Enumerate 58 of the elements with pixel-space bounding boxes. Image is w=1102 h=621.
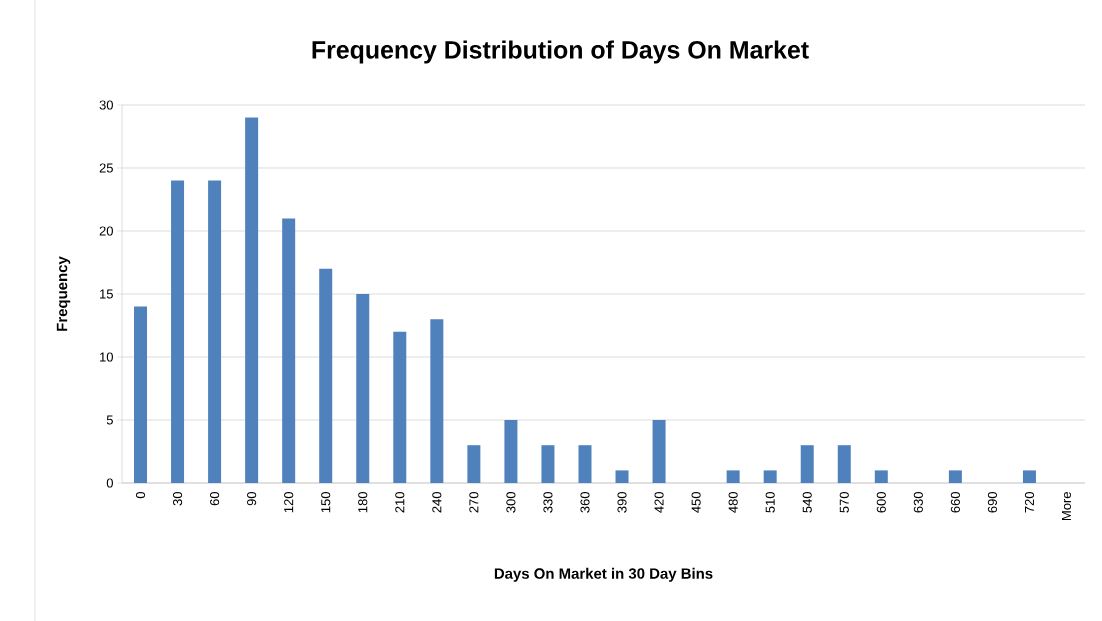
x-tick-label: 30 (172, 492, 183, 506)
x-tick-label: 120 (284, 492, 294, 513)
x-tick-label: 60 (210, 492, 220, 506)
bar (837, 445, 851, 483)
bar (356, 294, 370, 483)
bar (615, 470, 629, 483)
x-tick-label: 0 (135, 492, 146, 499)
y-tick-label: 5 (106, 415, 113, 425)
x-tick-label: 300 (506, 492, 516, 513)
bar (282, 218, 296, 483)
y-tick-label: 20 (99, 226, 113, 236)
x-tick-label: 330 (543, 492, 553, 513)
x-tick-label: 570 (839, 492, 849, 513)
y-tick-label: 15 (100, 289, 113, 299)
x-tick-label: 90 (247, 492, 257, 506)
x-tick-label: 180 (358, 492, 368, 513)
x-tick-label: 600 (876, 492, 886, 513)
x-tick-label: 150 (321, 492, 331, 513)
y-tick-label: 30 (99, 100, 113, 110)
y-axis-title: Frequency (56, 256, 71, 331)
x-tick-label: 420 (654, 492, 664, 513)
y-tick-label: 0 (106, 478, 113, 488)
x-tick-label: 690 (987, 492, 997, 513)
x-tick-label: 510 (765, 492, 775, 513)
x-tick-label: 660 (950, 492, 960, 513)
y-tick-label: 10 (100, 352, 113, 362)
x-axis-title: Days On Market in 30 Day Bins (494, 567, 713, 582)
bar (652, 420, 666, 483)
bar (430, 319, 444, 483)
x-tick-label: 240 (432, 492, 442, 513)
bar (578, 445, 592, 483)
bar (171, 180, 185, 483)
x-tick-label: 360 (580, 492, 590, 513)
x-tick-label: 450 (691, 492, 701, 513)
bar (948, 470, 962, 483)
x-tick-label: 720 (1024, 492, 1035, 513)
y-tick-label: 25 (99, 163, 113, 173)
x-tick-label: 210 (395, 492, 405, 513)
bar (245, 117, 259, 483)
bar (393, 331, 407, 483)
bar (541, 445, 555, 483)
bar (319, 268, 333, 483)
bar (504, 420, 518, 483)
chart-title: Frequency Distribution of Days On Market (312, 40, 809, 64)
bar (467, 445, 481, 483)
bar (1022, 470, 1036, 483)
bar (726, 470, 740, 483)
x-tick-label: 270 (469, 492, 479, 513)
bar (800, 445, 814, 483)
x-tick-label: 540 (802, 492, 812, 513)
bar (763, 470, 777, 483)
x-tick-label: 630 (913, 492, 923, 513)
bar (874, 470, 888, 483)
bar (208, 180, 222, 483)
x-tick-label: 480 (728, 492, 738, 513)
bar (134, 306, 148, 483)
x-tick-label: 390 (617, 492, 627, 513)
x-tick-label: More (1061, 492, 1072, 520)
